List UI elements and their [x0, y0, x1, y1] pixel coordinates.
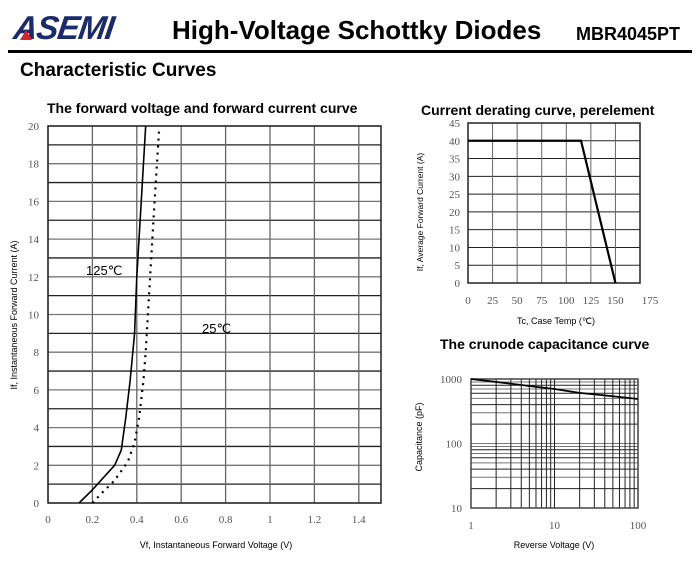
- series-25c: [91, 131, 161, 504]
- x-tick-label: 100: [558, 295, 575, 307]
- header-divider: [8, 50, 692, 53]
- y-tick-label: 12: [28, 272, 39, 284]
- x-tick-label: 0.4: [130, 514, 144, 526]
- plot-frame: [470, 378, 639, 509]
- x-tick-label: 0: [45, 514, 51, 526]
- y-tick-label: 18: [28, 159, 40, 171]
- y-tick-label: 16: [28, 196, 40, 208]
- derating-line: [468, 139, 617, 284]
- y-tick-label: 35: [449, 154, 461, 166]
- y-tick-label: 0: [455, 278, 461, 290]
- x-tick-label: 25: [487, 295, 499, 307]
- forward-chart-title: The forward voltage and forward current …: [47, 100, 358, 116]
- logo-accent-icon: [20, 30, 32, 40]
- x-tick-label: 50: [512, 295, 524, 307]
- x-axis-label: Vf, Instantaneous Forward Voltage (V): [140, 540, 293, 550]
- plot-frame: [467, 122, 641, 284]
- x-tick-label: 0.8: [219, 514, 233, 526]
- y-tick-label: 45: [449, 118, 461, 130]
- plot-frame: [47, 125, 382, 504]
- y-tick-label: 100: [446, 439, 463, 451]
- x-tick-label: 10: [549, 520, 561, 532]
- y-tick-label: 0: [34, 498, 40, 510]
- x-tick-label: 175: [642, 295, 659, 307]
- annotation-125c: 125℃: [86, 263, 122, 278]
- y-tick-label: 30: [449, 171, 461, 183]
- y-tick-label: 5: [455, 260, 461, 272]
- x-tick-label: 75: [536, 295, 548, 307]
- capacitance-line: [470, 378, 639, 400]
- annotation-25c: 25℃: [202, 321, 231, 336]
- x-axis-label: Reverse Voltage (V): [514, 540, 595, 550]
- x-tick-label: 0.2: [86, 514, 100, 526]
- x-tick-label: 1: [267, 514, 273, 526]
- y-tick-label: 10: [28, 310, 40, 322]
- y-axis-label: If, Instantaneous Forward Current (A): [9, 240, 19, 389]
- derating-chart-title: Current derating curve, perelement: [421, 102, 655, 118]
- x-tick-label: 100: [630, 520, 647, 532]
- x-tick-label: 125: [583, 295, 600, 307]
- y-tick-label: 40: [449, 136, 461, 148]
- page-title: High-Voltage Schottky Diodes: [172, 15, 542, 45]
- y-tick-label: 14: [28, 234, 40, 246]
- y-tick-label: 10: [451, 503, 463, 515]
- y-axis-label: If, Average Forward Current (A): [415, 153, 425, 272]
- y-tick-label: 2: [34, 460, 40, 472]
- x-tick-label: 1.4: [352, 514, 366, 526]
- y-tick-label: 10: [449, 242, 461, 254]
- y-tick-label: 20: [28, 121, 40, 133]
- series-125c: [78, 125, 147, 504]
- y-axis-label: Capacitance (pF): [414, 402, 424, 471]
- x-tick-label: 0.6: [174, 514, 188, 526]
- capacitance-chart-title: The crunode capacitance curve: [440, 336, 650, 352]
- y-tick-label: 8: [34, 347, 40, 359]
- x-axis-label: Tc, Case Temp (℃): [517, 316, 595, 326]
- y-tick-label: 25: [449, 189, 461, 201]
- y-tick-label: 6: [34, 385, 40, 397]
- x-tick-label: 1: [468, 520, 474, 532]
- x-tick-label: 150: [607, 295, 624, 307]
- y-tick-label: 15: [449, 225, 461, 237]
- part-number: MBR4045PT: [576, 24, 681, 44]
- y-tick-label: 20: [449, 207, 461, 219]
- y-tick-label: 1000: [440, 374, 463, 386]
- x-tick-label: 1.2: [308, 514, 322, 526]
- x-tick-label: 0: [465, 295, 471, 307]
- section-title: Characteristic Curves: [20, 60, 217, 81]
- y-tick-label: 4: [34, 423, 40, 435]
